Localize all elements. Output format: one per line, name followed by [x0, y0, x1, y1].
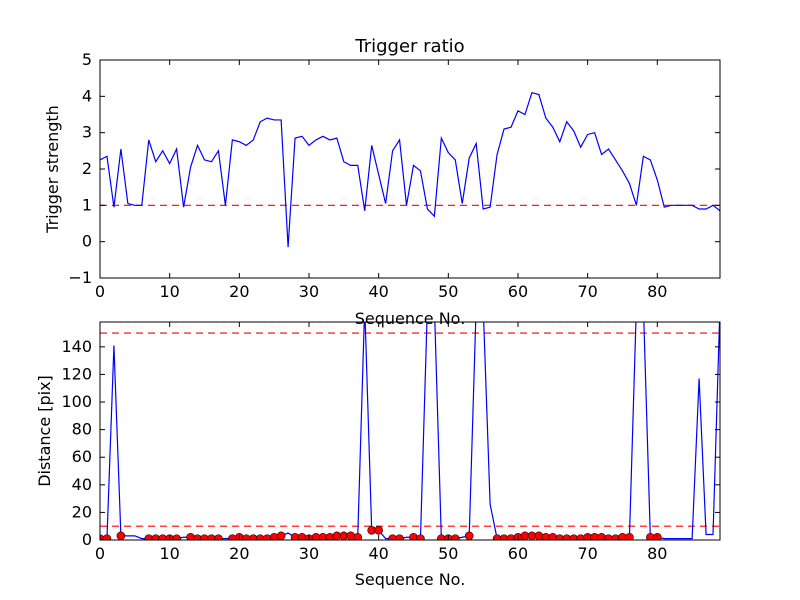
series-line	[100, 91, 720, 248]
x-tick-label: 0	[95, 282, 105, 301]
y-tick-label: −1	[68, 268, 92, 287]
data-point-marker	[228, 534, 237, 540]
data-point-marker	[276, 531, 286, 540]
y-tick-label: 2	[82, 159, 92, 178]
data-point-marker	[416, 534, 425, 540]
y-axis-ticks: −1 0 1 2 3 4 5	[68, 50, 720, 287]
data-point-marker	[102, 534, 112, 540]
x-axis-label: Sequence No.	[355, 570, 466, 589]
y-tick-label: 4	[82, 86, 92, 105]
data-point-marker	[576, 534, 585, 540]
x-axis-ticks: 0 10 20 30 40 50 60 70 80	[95, 322, 667, 563]
x-tick-label: 80	[647, 544, 667, 563]
data-point-marker	[116, 531, 126, 540]
data-point-marker	[625, 532, 634, 540]
trigger-strength-series	[100, 91, 720, 248]
x-axis-ticks: 0 10 20 30 40 50 60 70 80	[95, 60, 667, 301]
y-tick-label: 60	[72, 447, 92, 466]
data-point-marker	[611, 534, 620, 540]
y-tick-label: 0	[82, 232, 92, 251]
y-tick-label: 120	[61, 364, 92, 383]
data-point-marker	[262, 534, 272, 540]
data-point-marker	[639, 301, 647, 309]
distance-chart: 0 10 20 30 40 50 60 70 80 0 20 40 60 80 100 120 140 Seq…	[35, 301, 721, 589]
y-tick-label: 1	[82, 195, 92, 214]
data-point-marker	[450, 534, 460, 540]
data-point-marker	[395, 534, 404, 540]
x-tick-label: 40	[368, 282, 388, 301]
y-axis-label: Distance [pix]	[35, 375, 54, 487]
data-point-marker	[534, 531, 544, 540]
data-point-marker	[346, 531, 356, 540]
y-tick-label: 0	[82, 530, 92, 549]
x-tick-label: 0	[95, 544, 105, 563]
x-tick-label: 30	[299, 544, 319, 563]
x-tick-label: 80	[647, 282, 667, 301]
x-tick-label: 20	[229, 282, 249, 301]
x-tick-label: 60	[508, 282, 528, 301]
x-tick-label: 70	[577, 282, 597, 301]
x-tick-label: 50	[438, 544, 458, 563]
data-point-marker	[374, 526, 383, 535]
x-tick-label: 50	[438, 282, 458, 301]
data-point-marker	[214, 534, 223, 540]
x-axis-label: Sequence No.	[355, 309, 466, 328]
x-tick-label: 10	[159, 282, 179, 301]
distance-series	[100, 301, 720, 540]
data-point-marker	[464, 531, 474, 540]
y-axis-ticks: 0 20 40 60 80 100 120 140	[61, 337, 720, 549]
y-tick-label: 20	[72, 502, 92, 521]
y-tick-label: 100	[61, 392, 92, 411]
series-line	[100, 322, 720, 540]
data-point-marker	[172, 534, 181, 540]
y-tick-label: 40	[72, 475, 92, 494]
x-tick-label: 60	[508, 544, 528, 563]
y-tick-label: 5	[82, 50, 92, 69]
trigger-ratio-chart: Trigger ratio 0 10 20 30 40 50 60 70 80 −1012345…	[43, 36, 721, 328]
data-point-marker	[353, 532, 363, 540]
x-tick-label: 30	[299, 282, 319, 301]
plot-frame	[99, 59, 721, 279]
data-point-marker	[506, 534, 516, 540]
x-tick-label: 40	[368, 544, 388, 563]
x-tick-label: 10	[159, 544, 179, 563]
data-point-marker	[472, 301, 480, 309]
chart-title: Trigger ratio	[354, 36, 464, 57]
y-axis-label: Trigger strength	[43, 105, 62, 234]
x-tick-label: 20	[229, 544, 249, 563]
y-tick-label: 3	[82, 123, 92, 142]
distance-threshold-lines	[100, 332, 720, 527]
plot-frame	[99, 321, 721, 541]
x-tick-label: 70	[577, 544, 597, 563]
y-tick-label: 80	[72, 420, 92, 439]
y-tick-label: 140	[61, 337, 92, 356]
